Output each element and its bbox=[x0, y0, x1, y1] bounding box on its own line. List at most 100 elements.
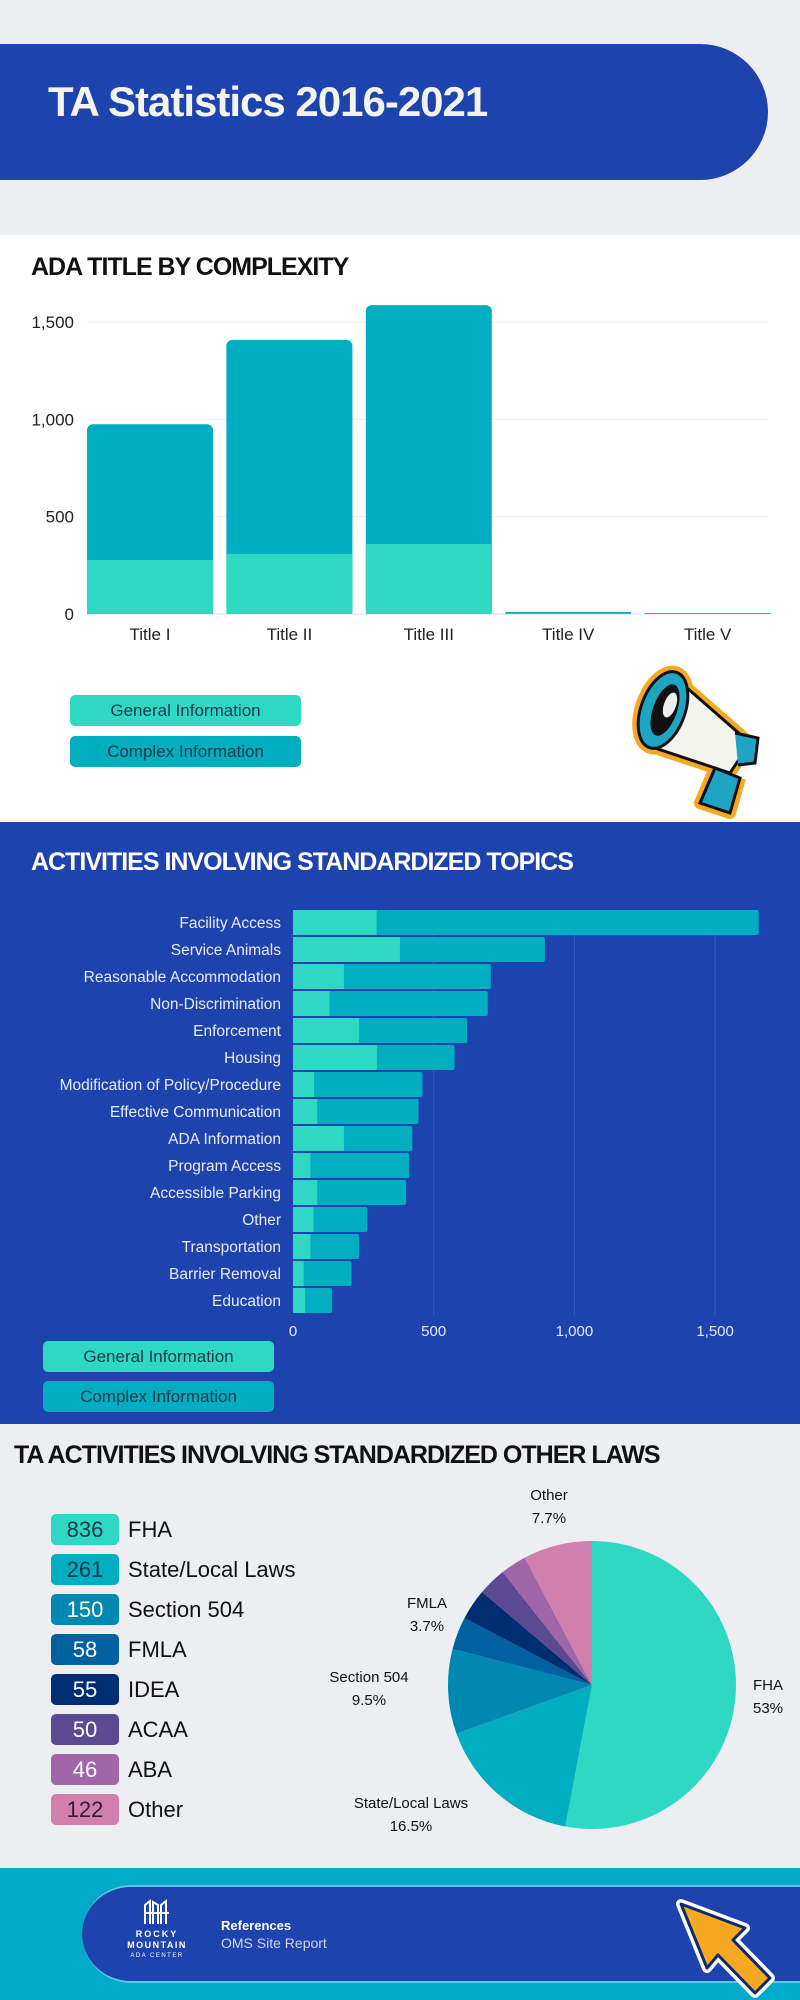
y-category-label: Accessible Parking bbox=[150, 1185, 281, 1202]
y-category-label: Other bbox=[242, 1212, 281, 1229]
pie-slice-fha bbox=[565, 1541, 736, 1829]
pie-label: FMLA bbox=[407, 1595, 447, 1612]
bar-general-10 bbox=[293, 1153, 311, 1178]
y-tick-label: 1,000 bbox=[31, 410, 74, 429]
pie-label: State/Local Laws bbox=[354, 1795, 468, 1812]
bar-general-13 bbox=[293, 1234, 311, 1259]
other-laws-section: TA ACTIVITIES INVOLVING STANDARDIZED OTH… bbox=[0, 1424, 800, 1868]
x-tick-label: Title III bbox=[404, 625, 454, 644]
bar-general-2 bbox=[226, 554, 353, 614]
bar-general-15 bbox=[293, 1288, 306, 1313]
bar-complex-2 bbox=[226, 339, 353, 614]
y-tick-label: 0 bbox=[65, 605, 74, 624]
legend-complex-information[interactable]: Complex Information bbox=[43, 1381, 274, 1412]
y-category-label: Reasonable Accommodation bbox=[84, 969, 281, 986]
law-name: Section 504 bbox=[128, 1596, 245, 1622]
law-name: State/Local Laws bbox=[128, 1556, 296, 1582]
legend-general-information[interactable]: General Information bbox=[43, 1341, 274, 1372]
bar-general-3 bbox=[293, 964, 344, 989]
section-title: ADA TITLE BY COMPLEXITY bbox=[31, 253, 349, 281]
y-category-label: Education bbox=[212, 1293, 281, 1310]
bar-complex-8 bbox=[293, 1099, 419, 1124]
bar-general-4 bbox=[505, 613, 632, 614]
pie-slice-other bbox=[524, 1541, 592, 1685]
x-tick-label: 1,500 bbox=[696, 1323, 734, 1340]
bar-complex-7 bbox=[293, 1072, 423, 1097]
references-value: OMS Site Report bbox=[221, 1935, 327, 1951]
logo-line-3: ADA CENTER bbox=[130, 1953, 184, 1959]
law-count-badge: 50 bbox=[51, 1714, 119, 1745]
bar-general-11 bbox=[293, 1180, 318, 1205]
pie-label: Section 504 bbox=[329, 1669, 408, 1686]
pie-slice-section-504 bbox=[448, 1648, 592, 1734]
law-legend-item: 50 ACAA bbox=[51, 1714, 188, 1745]
y-category-label: Modification of Policy/Procedure bbox=[60, 1077, 281, 1094]
law-legend-item: 55 IDEA bbox=[51, 1674, 179, 1705]
bar-general-6 bbox=[293, 1045, 377, 1070]
law-count-badge: 150 bbox=[51, 1594, 119, 1625]
pie-slice-fmla bbox=[452, 1618, 592, 1685]
bar-general-7 bbox=[293, 1072, 315, 1097]
legend-general-information[interactable]: General Information bbox=[70, 695, 301, 726]
bar-general-14 bbox=[293, 1261, 304, 1286]
logo-line-2: MOUNTAIN bbox=[127, 1940, 187, 1950]
y-category-label: Program Access bbox=[168, 1158, 281, 1175]
bar-general-4 bbox=[293, 991, 330, 1016]
section-title: ACTIVITIES INVOLVING STANDARDIZED TOPICS bbox=[31, 848, 574, 876]
pie-pct-label: 7.7% bbox=[532, 1510, 566, 1527]
pie-label: FHA bbox=[753, 1677, 783, 1694]
law-count-badge: 58 bbox=[51, 1634, 119, 1665]
law-name: ABA bbox=[128, 1756, 173, 1782]
law-name: Other bbox=[128, 1796, 184, 1822]
y-tick-label: 500 bbox=[46, 508, 74, 527]
bar-complex-4 bbox=[293, 991, 488, 1016]
law-count-badge: 46 bbox=[51, 1754, 119, 1785]
bar-general-5 bbox=[293, 1018, 360, 1043]
law-count-badge: 261 bbox=[51, 1554, 119, 1585]
section-title: TA ACTIVITIES INVOLVING STANDARDIZED OTH… bbox=[14, 1441, 661, 1469]
y-category-label: Transportation bbox=[182, 1239, 281, 1256]
ada-title-section: ADA TITLE BY COMPLEXITY 0 500 1,000 1,500 Ti… bbox=[0, 235, 800, 822]
law-legend-item: 58 FMLA bbox=[51, 1634, 187, 1665]
logo-text: ROCKY MOUNTAIN ADA CENTER bbox=[122, 1929, 192, 1962]
law-name: FHA bbox=[128, 1516, 172, 1542]
bar-complex-10 bbox=[293, 1153, 410, 1178]
bar-general-12 bbox=[293, 1207, 314, 1232]
y-category-label: Facility Access bbox=[179, 915, 281, 932]
bar-general-9 bbox=[293, 1126, 344, 1151]
law-name: IDEA bbox=[128, 1676, 180, 1702]
x-tick-label: Title IV bbox=[542, 625, 595, 644]
y-category-label: Enforcement bbox=[193, 1023, 282, 1040]
pie-pct-label: 9.5% bbox=[352, 1692, 386, 1709]
pie-slice-idea bbox=[464, 1591, 592, 1685]
megaphone-icon bbox=[632, 665, 760, 819]
pie-pct-label: 53% bbox=[753, 1700, 783, 1717]
law-legend-item: 150 Section 504 bbox=[51, 1594, 244, 1625]
legend-complex-information[interactable]: Complex Information bbox=[70, 736, 301, 767]
pie-pct-label: 16.5% bbox=[390, 1818, 433, 1835]
y-tick-label: 1,500 bbox=[31, 313, 74, 332]
x-tick-label: 500 bbox=[421, 1323, 446, 1340]
bar-general-2 bbox=[293, 937, 400, 962]
ada-logo-icon bbox=[144, 1899, 169, 1924]
pie-slice-aba bbox=[502, 1557, 592, 1685]
standardized-topics-section: ACTIVITIES INVOLVING STANDARDIZED TOPICS… bbox=[0, 822, 800, 1424]
law-name: ACAA bbox=[128, 1716, 188, 1742]
law-count-badge: 122 bbox=[51, 1794, 119, 1825]
law-count-badge: 836 bbox=[51, 1514, 119, 1545]
header-banner bbox=[0, 44, 768, 180]
y-category-label: Non-Discrimination bbox=[150, 996, 281, 1013]
bar-complex-14 bbox=[293, 1261, 352, 1286]
bar-general-3 bbox=[365, 543, 492, 614]
y-category-label: ADA Information bbox=[168, 1131, 281, 1148]
x-tick-label: Title I bbox=[130, 625, 171, 644]
logo-line-1: ROCKY bbox=[135, 1929, 179, 1939]
page-title: TA Statistics 2016-2021 bbox=[48, 78, 488, 125]
law-legend-item: 122 Other bbox=[51, 1794, 183, 1825]
pie-slice-state-local-laws bbox=[456, 1685, 592, 1827]
bar-general-8 bbox=[293, 1099, 318, 1124]
law-legend-item: 261 State/Local Laws bbox=[51, 1554, 296, 1585]
x-tick-label: 1,000 bbox=[556, 1323, 594, 1340]
x-tick-label: Title II bbox=[267, 625, 313, 644]
other-laws-pie-chart: FHA 53% State/Local Laws 16.5% Section 504 9.… bbox=[329, 1487, 783, 1835]
